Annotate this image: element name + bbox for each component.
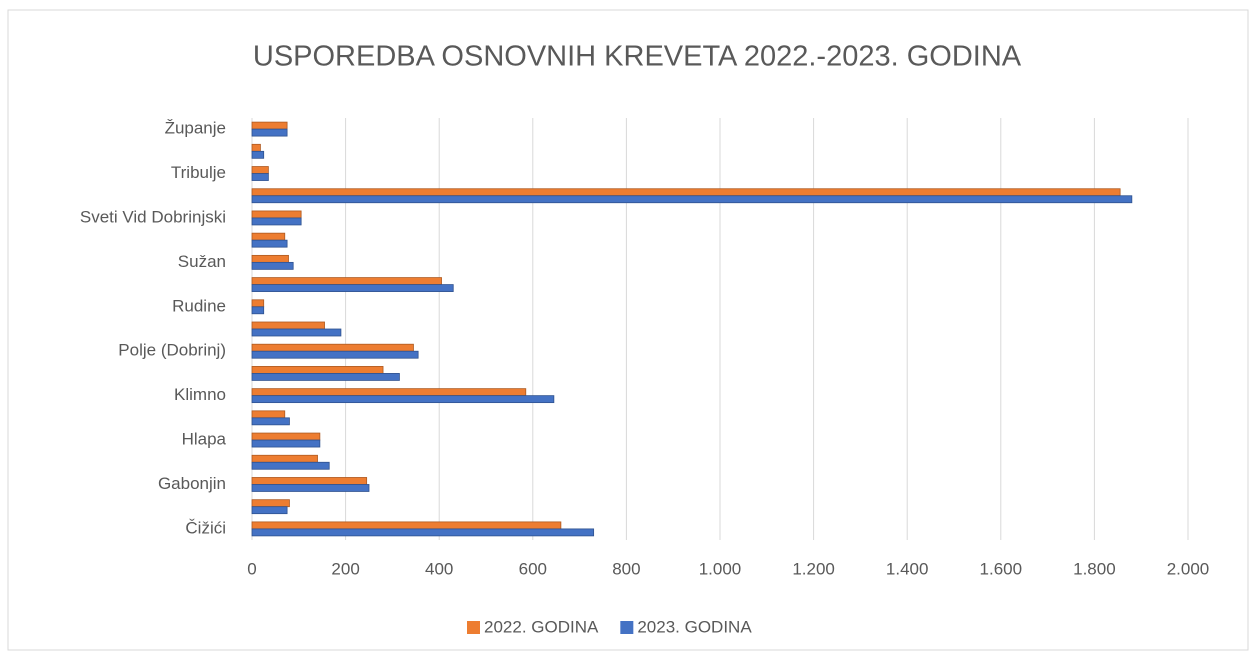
bar <box>251 373 400 381</box>
bar <box>251 128 288 137</box>
bar <box>251 232 286 241</box>
bar <box>251 195 1133 204</box>
chart-frame <box>7 9 1249 651</box>
x-tick-label: 1.600 <box>980 559 1023 578</box>
y-tick-label: Županje <box>165 119 226 138</box>
bar <box>251 461 330 470</box>
bar <box>251 521 562 530</box>
bar <box>251 150 265 159</box>
bar <box>251 343 414 352</box>
x-tick-label: 400 <box>425 559 453 578</box>
x-tick-label: 0 <box>247 559 256 578</box>
x-tick-label: 2.000 <box>1167 559 1210 578</box>
bar <box>251 284 454 292</box>
bar <box>251 239 288 248</box>
y-tick-label: Klimno <box>174 385 226 404</box>
bar <box>251 254 289 263</box>
bar <box>251 328 342 337</box>
bar <box>251 350 419 359</box>
x-tick-label: 600 <box>519 559 547 578</box>
bar <box>251 261 294 270</box>
y-tick-label: Rudine <box>172 296 226 315</box>
y-tick-label: Hlapa <box>182 430 227 449</box>
y-tick-label: Sužan <box>178 252 226 271</box>
x-tick-label: 1.000 <box>699 559 742 578</box>
bar <box>251 321 325 330</box>
bar <box>251 432 321 441</box>
y-tick-label: Sveti Vid Dobrinjski <box>80 207 226 226</box>
bar <box>251 528 595 537</box>
bar <box>251 121 288 130</box>
bar <box>251 439 321 448</box>
legend-label: 2023. GODINA <box>637 617 752 636</box>
legend-swatch <box>620 621 634 634</box>
chart-title: USPOREDBA OSNOVNIH KREVETA 2022.-2023. G… <box>253 41 1022 73</box>
bar <box>251 210 302 219</box>
y-tick-label: Tribulje <box>171 163 226 182</box>
bar <box>251 143 261 152</box>
bar <box>251 477 368 485</box>
x-tick-label: 1.200 <box>792 559 835 578</box>
bar <box>251 410 286 419</box>
bar <box>251 299 265 308</box>
bar <box>251 388 527 397</box>
bar <box>251 417 290 426</box>
legend-label: 2022. GODINA <box>484 617 599 636</box>
bar <box>251 173 269 181</box>
bar <box>251 217 302 226</box>
bar <box>251 188 1121 197</box>
bar <box>251 395 555 404</box>
bar <box>251 166 269 174</box>
x-tick-label: 200 <box>331 559 359 578</box>
bar <box>251 366 384 374</box>
bar <box>251 499 290 508</box>
y-tick-label: Polje (Dobrinj) <box>118 341 226 360</box>
legend-swatch <box>467 621 480 634</box>
x-tick-label: 800 <box>612 559 640 578</box>
y-tick-label: Gabonjin <box>158 474 226 493</box>
x-tick-label: 1.400 <box>886 559 929 578</box>
bar <box>251 506 288 515</box>
bar <box>251 306 265 315</box>
bar <box>251 484 370 492</box>
x-tick-label: 1.800 <box>1073 559 1116 578</box>
bar <box>251 454 318 463</box>
bar <box>251 277 442 285</box>
y-tick-label: Čižići <box>185 518 226 537</box>
